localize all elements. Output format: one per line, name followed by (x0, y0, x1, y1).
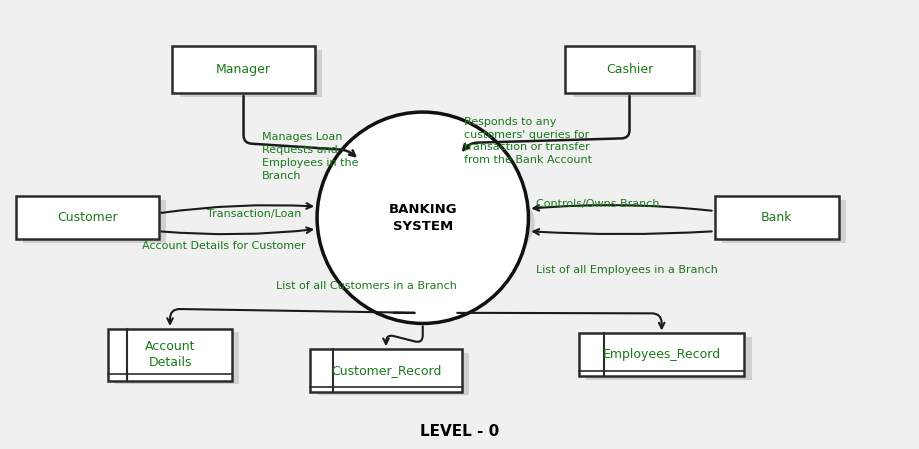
Text: Employees_Record: Employees_Record (603, 348, 720, 361)
FancyBboxPatch shape (24, 200, 166, 242)
FancyBboxPatch shape (173, 46, 315, 93)
FancyBboxPatch shape (586, 337, 752, 380)
FancyBboxPatch shape (318, 353, 469, 396)
Text: Customer: Customer (57, 211, 118, 224)
Text: Account
Details: Account Details (145, 340, 195, 369)
Text: Transaction/Loan: Transaction/Loan (207, 209, 301, 219)
Text: List of all Employees in a Branch: List of all Employees in a Branch (536, 265, 718, 275)
FancyBboxPatch shape (310, 349, 461, 392)
Text: Cashier: Cashier (606, 63, 653, 76)
Text: Bank: Bank (761, 211, 792, 224)
FancyBboxPatch shape (17, 197, 158, 239)
Text: Manages Loan
Requests and
Employees in the
Branch: Manages Loan Requests and Employees in t… (262, 132, 358, 181)
FancyBboxPatch shape (715, 197, 838, 239)
Text: Account Details for Customer: Account Details for Customer (142, 241, 306, 251)
Ellipse shape (317, 112, 528, 323)
Text: BANKING
SYSTEM: BANKING SYSTEM (389, 203, 457, 233)
FancyBboxPatch shape (573, 50, 701, 97)
Text: Responds to any
customers' queries for
transaction or transfer
from the Bank Acc: Responds to any customers' queries for t… (464, 117, 592, 165)
FancyBboxPatch shape (579, 333, 744, 376)
FancyBboxPatch shape (108, 329, 232, 381)
Text: Customer_Record: Customer_Record (331, 364, 441, 377)
Text: LEVEL - 0: LEVEL - 0 (420, 423, 499, 439)
Text: List of all Customers in a Branch: List of all Customers in a Branch (276, 281, 457, 291)
FancyBboxPatch shape (565, 46, 694, 93)
Text: Controls/Owns Branch: Controls/Owns Branch (536, 199, 659, 209)
Ellipse shape (323, 172, 535, 275)
FancyBboxPatch shape (722, 200, 845, 242)
Text: Manager: Manager (216, 63, 271, 76)
FancyBboxPatch shape (180, 50, 323, 97)
FancyBboxPatch shape (116, 332, 239, 384)
